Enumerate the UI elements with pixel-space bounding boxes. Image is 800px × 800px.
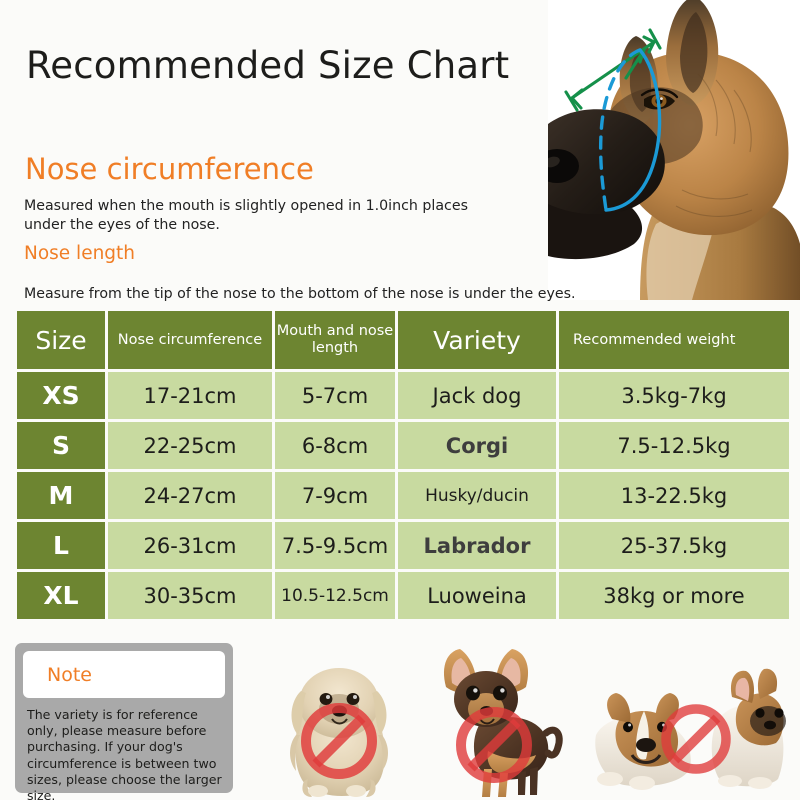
cell-weight: 3.5kg-7kg — [559, 372, 789, 419]
cell-length: 7.5-9.5cm — [275, 522, 395, 569]
table-header-row: Size Nose circumference Mouth and nose l… — [17, 311, 789, 369]
cell-variety: Jack dog — [398, 372, 556, 419]
cell-variety: Corgi — [398, 422, 556, 469]
cell-circumference: 24-27cm — [108, 472, 272, 519]
cell-length: 7-9cm — [275, 472, 395, 519]
cell-length: 10.5-12.5cm — [275, 572, 395, 619]
cell-length: 6-8cm — [275, 422, 395, 469]
excluded-breed-bulldogs — [590, 663, 790, 795]
note-box: Note The variety is for reference only, … — [15, 643, 233, 800]
cell-weight: 38kg or more — [559, 572, 789, 619]
prohibition-sign-icon — [456, 707, 532, 783]
size-chart-table: Size Nose circumference Mouth and nose l… — [14, 308, 792, 622]
cell-circumference: 22-25cm — [108, 422, 272, 469]
note-title: Note — [47, 663, 92, 686]
prohibition-sign-icon — [301, 703, 377, 779]
column-header-variety: Variety — [398, 311, 556, 369]
cell-weight: 13-22.5kg — [559, 472, 789, 519]
page-title: Recommended Size Chart — [26, 44, 510, 87]
prohibition-sign-icon — [661, 704, 731, 774]
cell-size: XS — [17, 372, 105, 419]
table-header: Size Nose circumference Mouth and nose l… — [17, 311, 789, 369]
column-header-circumference: Nose circumference — [108, 311, 272, 369]
table-row: XS 17-21cm 5-7cm Jack dog 3.5kg-7kg — [17, 372, 789, 419]
table-row: S 22-25cm 6-8cm Corgi 7.5-12.5kg — [17, 422, 789, 469]
cell-size: M — [17, 472, 105, 519]
section-text-nose-length: Measure from the tip of the nose to the … — [24, 286, 576, 302]
note-title-container: Note — [23, 651, 225, 698]
column-header-weight: Recommended weight — [559, 311, 789, 369]
excluded-breed-pekingese — [274, 649, 404, 799]
cell-size: L — [17, 522, 105, 569]
cell-variety: Labrador — [398, 522, 556, 569]
cell-size: XL — [17, 572, 105, 619]
dog-head-illustration — [548, 0, 800, 300]
table-row: XL 30-35cm 10.5-12.5cm Luoweina 38kg or … — [17, 572, 789, 619]
excluded-breeds-strip — [250, 645, 800, 800]
section-text-nose-circumference: Measured when the mouth is slightly open… — [24, 198, 468, 233]
cell-variety: Husky/ducin — [398, 472, 556, 519]
cell-circumference: 17-21cm — [108, 372, 272, 419]
column-header-size: Size — [17, 311, 105, 369]
table-body: XS 17-21cm 5-7cm Jack dog 3.5kg-7kg S 22… — [17, 372, 789, 619]
table-row: L 26-31cm 7.5-9.5cm Labrador 25-37.5kg — [17, 522, 789, 569]
excluded-breed-chihuahua — [426, 647, 566, 799]
cell-variety: Luoweina — [398, 572, 556, 619]
cell-weight: 25-37.5kg — [559, 522, 789, 569]
cell-length: 5-7cm — [275, 372, 395, 419]
cell-size: S — [17, 422, 105, 469]
table-row: M 24-27cm 7-9cm Husky/ducin 13-22.5kg — [17, 472, 789, 519]
section-heading-nose-circumference: Nose circumference — [25, 152, 314, 186]
dog-head-diagram-photo — [548, 0, 800, 300]
section-heading-nose-length: Nose length — [24, 243, 136, 264]
note-body-text: The variety is for reference only, pleas… — [27, 707, 222, 800]
cell-circumference: 30-35cm — [108, 572, 272, 619]
nose-circumference-ellipse — [598, 48, 662, 212]
cell-circumference: 26-31cm — [108, 522, 272, 569]
cell-weight: 7.5-12.5kg — [559, 422, 789, 469]
column-header-length: Mouth and nose length — [275, 311, 395, 369]
